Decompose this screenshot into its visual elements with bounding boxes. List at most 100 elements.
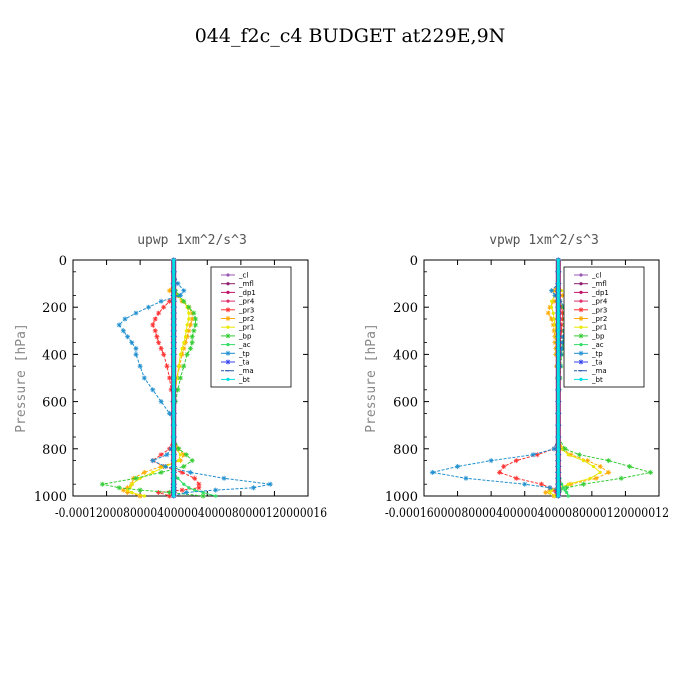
data-point-tp [158, 399, 164, 405]
data-point-pr2 [188, 322, 193, 328]
data-point-pr3 [551, 487, 557, 493]
data-point-pr2 [167, 288, 173, 294]
legend-label-pr4: _pr4 [591, 298, 608, 306]
data-point-bt [172, 494, 176, 498]
data-point-tp [177, 292, 183, 298]
data-point-pr2 [186, 328, 192, 334]
data-point-pr2 [606, 469, 612, 475]
data-point-pr3 [513, 475, 519, 481]
data-point-pr2 [543, 489, 549, 495]
data-point-tp [429, 469, 435, 475]
data-point-bp [181, 363, 187, 369]
legend-label-dp1: _dp1 [591, 289, 609, 297]
data-point-pr1 [178, 352, 183, 356]
data-point-tp [133, 346, 139, 351]
data-point-bt [172, 335, 176, 339]
data-point-bt [172, 282, 176, 286]
data-point-pr1 [581, 459, 586, 463]
data-point-pr3 [154, 334, 160, 340]
data-point-bp [189, 334, 195, 340]
legend-label-tp: _tp [591, 350, 603, 358]
legend-marker-mfl [579, 282, 583, 286]
data-point-bt [556, 464, 560, 469]
data-point-bt [556, 470, 560, 474]
data-point-pr1 [183, 335, 188, 339]
y-tick-label-400: 400 [42, 348, 67, 363]
data-point-pr2 [181, 346, 187, 351]
data-point-bt [556, 258, 560, 262]
data-point-pr1 [591, 464, 596, 469]
data-point-tp [181, 288, 187, 294]
data-point-pr2 [141, 469, 147, 475]
data-point-pr1 [566, 453, 570, 457]
legend-marker-ta [578, 359, 584, 365]
y-tick-label-800: 800 [42, 443, 67, 458]
data-point-ac [566, 494, 570, 498]
data-point-bp [193, 316, 199, 322]
panel-vpwp: vpwp 1xm^2/s^3 Pressure [hPa] -0.0001600… [364, 233, 669, 521]
data-point-tp [221, 475, 227, 481]
data-point-bt [172, 447, 176, 451]
data-point-ac [193, 488, 197, 492]
data-point-bt [556, 293, 560, 297]
data-point-bt [172, 364, 176, 368]
data-point-pr2 [550, 322, 556, 328]
legend-label-ma: _ma [591, 367, 607, 375]
data-point-pr2 [545, 310, 551, 316]
legend-marker-pr3 [578, 307, 584, 313]
data-point-pr3 [513, 458, 519, 464]
legend-marker-tp [225, 350, 231, 356]
data-point-pr2 [551, 288, 557, 294]
data-point-pr2 [177, 458, 183, 464]
legend-marker-ac [579, 343, 583, 347]
data-point-bp [137, 487, 143, 493]
data-point-pr2 [179, 351, 185, 357]
data-point-bp [576, 452, 582, 458]
data-point-pr3 [161, 351, 167, 357]
data-point-bt [172, 482, 176, 486]
legend-label-tp: _tp [238, 350, 250, 358]
data-point-bp [176, 446, 182, 452]
data-point-ac [560, 482, 564, 486]
y-tick-label-1000: 1000 [385, 490, 418, 505]
data-point-pr2 [125, 485, 131, 491]
legend-label-ta: _ta [238, 359, 250, 367]
data-point-tp [463, 475, 469, 481]
data-point-pr3 [167, 493, 173, 499]
data-point-tp [150, 458, 156, 464]
legend-label-mfl: _mfl [591, 280, 607, 288]
data-point-pr1 [560, 447, 564, 451]
plot-frame-upwp [72, 259, 309, 497]
data-point-pr3 [559, 316, 565, 322]
data-point-tp [183, 489, 189, 495]
data-point-bt [172, 435, 176, 439]
y-tick-label-1000: 1000 [34, 490, 67, 505]
data-point-bt [556, 317, 560, 321]
data-point-pr1 [177, 459, 181, 463]
data-point-bp [167, 489, 173, 495]
legend-marker-bp [225, 333, 231, 339]
data-point-bt [172, 453, 176, 457]
data-point-pr2 [568, 481, 574, 487]
legend-marker-dp1 [579, 290, 583, 294]
data-point-bt [172, 270, 176, 274]
data-point-pr3 [534, 452, 540, 458]
data-point-pr3 [156, 310, 162, 316]
data-point-bt [172, 258, 176, 262]
data-point-bt [172, 490, 176, 495]
data-point-pr3 [497, 469, 503, 475]
data-point-bt [556, 341, 560, 345]
data-point-ac [563, 488, 567, 492]
data-point-tp [559, 340, 565, 346]
data-point-bt [556, 364, 560, 368]
legend-label-pr1: _pr1 [591, 324, 607, 332]
legend-marker-bt [579, 377, 583, 381]
data-point-pr1 [130, 490, 134, 495]
legend-marker-dp1 [226, 290, 230, 294]
series-tp-vpwp [429, 257, 571, 499]
data-point-bt [172, 376, 176, 380]
data-point-pr2 [189, 316, 195, 322]
data-point-bt [556, 488, 560, 492]
data-point-bt [556, 323, 560, 327]
data-point-tp [150, 387, 156, 393]
